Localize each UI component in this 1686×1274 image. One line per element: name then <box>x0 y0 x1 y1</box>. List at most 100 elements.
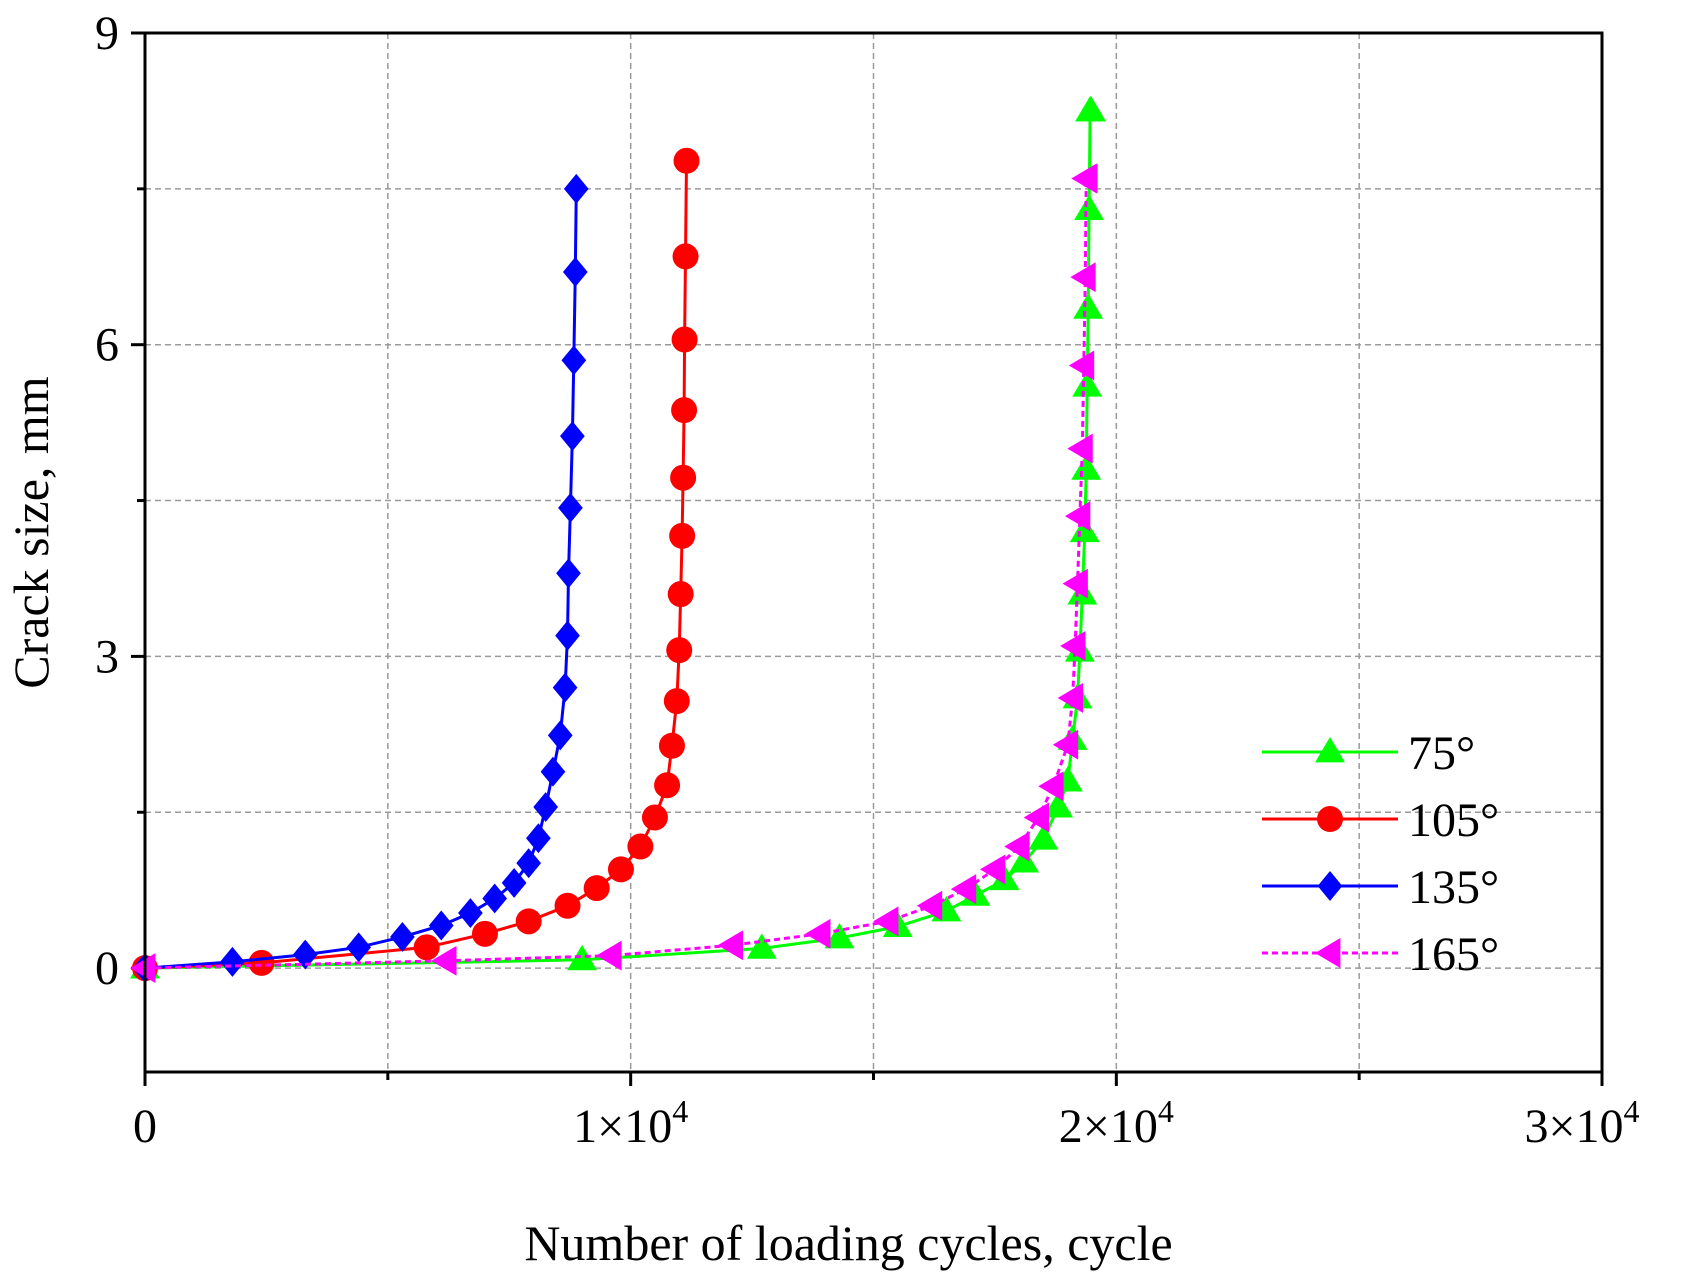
legend: 75° 105° 135° 165° <box>1262 727 1499 981</box>
data-point <box>673 147 700 174</box>
x-tick-exponent: 4 <box>1158 1093 1174 1129</box>
y-tick-label: 6 <box>95 319 119 372</box>
data-point <box>1070 262 1096 293</box>
data-point <box>607 856 634 883</box>
data-point <box>671 397 698 424</box>
data-point <box>560 421 585 452</box>
data-point <box>654 772 681 799</box>
data-point <box>627 833 654 860</box>
data-point <box>1009 847 1040 873</box>
data-point <box>1004 831 1030 862</box>
data-point <box>916 890 943 921</box>
data-point <box>346 932 372 963</box>
data-point <box>666 637 693 664</box>
x-tick-exponent: 4 <box>672 1093 688 1129</box>
series-layer <box>130 95 1107 984</box>
data-point <box>746 933 777 959</box>
data-point <box>717 930 744 961</box>
data-point <box>390 921 415 952</box>
data-point <box>558 492 583 523</box>
legend-marker <box>1317 806 1343 832</box>
data-point <box>555 620 580 651</box>
data-point <box>1071 454 1102 480</box>
x-tick-label: 1×104 <box>573 1093 688 1153</box>
data-point <box>671 326 698 353</box>
data-point <box>1043 792 1074 818</box>
y-tick-label: 0 <box>95 942 119 995</box>
data-point <box>428 910 454 941</box>
data-point <box>1074 194 1105 221</box>
x-tick-mantissa: 3×10 <box>1524 1100 1623 1153</box>
data-point <box>292 939 318 970</box>
data-point <box>669 522 696 549</box>
data-point <box>547 720 573 751</box>
data-point <box>533 792 559 823</box>
data-point <box>1062 568 1088 599</box>
data-point <box>658 732 685 759</box>
series-line <box>144 188 578 970</box>
data-point <box>562 257 588 287</box>
x-axis-title: Number of loading cycles, cycle <box>524 1215 1172 1271</box>
legend-marker <box>1315 938 1341 968</box>
data-point <box>950 874 977 905</box>
legend-marker <box>1315 737 1345 763</box>
data-point <box>583 875 610 902</box>
grid <box>145 33 1602 1072</box>
data-point <box>1068 350 1095 381</box>
x-tick-mantissa: 1×10 <box>573 1100 672 1153</box>
x-tick-label: 2×104 <box>1059 1093 1174 1153</box>
data-point <box>641 804 668 831</box>
data-point <box>1028 824 1059 850</box>
data-point <box>1072 163 1098 194</box>
data-point <box>1064 501 1091 532</box>
legend-marker <box>1317 871 1343 901</box>
data-point <box>1052 729 1079 760</box>
data-point <box>540 756 566 787</box>
data-point <box>526 823 551 854</box>
legend-label: 135° <box>1408 861 1499 914</box>
series-group <box>130 163 1098 984</box>
y-axis-title: Crack size, mm <box>3 376 59 689</box>
data-point <box>471 920 498 947</box>
data-point <box>1072 371 1103 397</box>
series-line <box>144 177 1088 970</box>
data-point <box>663 688 690 715</box>
data-point <box>979 854 1006 885</box>
data-point <box>556 558 581 589</box>
x-tick-exponent: 4 <box>1624 1093 1640 1129</box>
data-point <box>413 934 440 961</box>
x-tick-mantissa: 2×10 <box>1059 1100 1158 1153</box>
plot-area-frame <box>143 31 1604 1074</box>
data-point <box>1069 516 1100 543</box>
legend-label: 75° <box>1408 727 1475 780</box>
y-tick-label: 9 <box>95 7 119 60</box>
data-point <box>554 892 581 919</box>
data-point <box>667 581 694 608</box>
data-point <box>596 940 622 971</box>
legend-label: 165° <box>1408 928 1499 981</box>
data-point <box>824 923 855 949</box>
x-tick-label: 3×104 <box>1524 1093 1639 1153</box>
data-point <box>805 918 831 949</box>
series-group <box>132 173 589 984</box>
legend-label: 105° <box>1408 794 1499 847</box>
data-point <box>1023 802 1050 833</box>
data-point <box>482 883 508 914</box>
data-point <box>1057 683 1084 713</box>
data-point <box>458 898 483 928</box>
x-tick-mantissa: 0 <box>133 1100 157 1153</box>
data-point <box>672 243 699 270</box>
data-point <box>515 908 542 935</box>
data-point <box>130 953 156 984</box>
x-tick-label: 0 <box>133 1100 157 1153</box>
y-tick-label: 3 <box>95 630 119 683</box>
data-point <box>552 672 578 703</box>
data-point <box>873 906 899 937</box>
data-point <box>561 345 587 376</box>
data-point <box>431 945 457 976</box>
data-point <box>516 848 542 879</box>
data-point <box>1060 631 1086 661</box>
